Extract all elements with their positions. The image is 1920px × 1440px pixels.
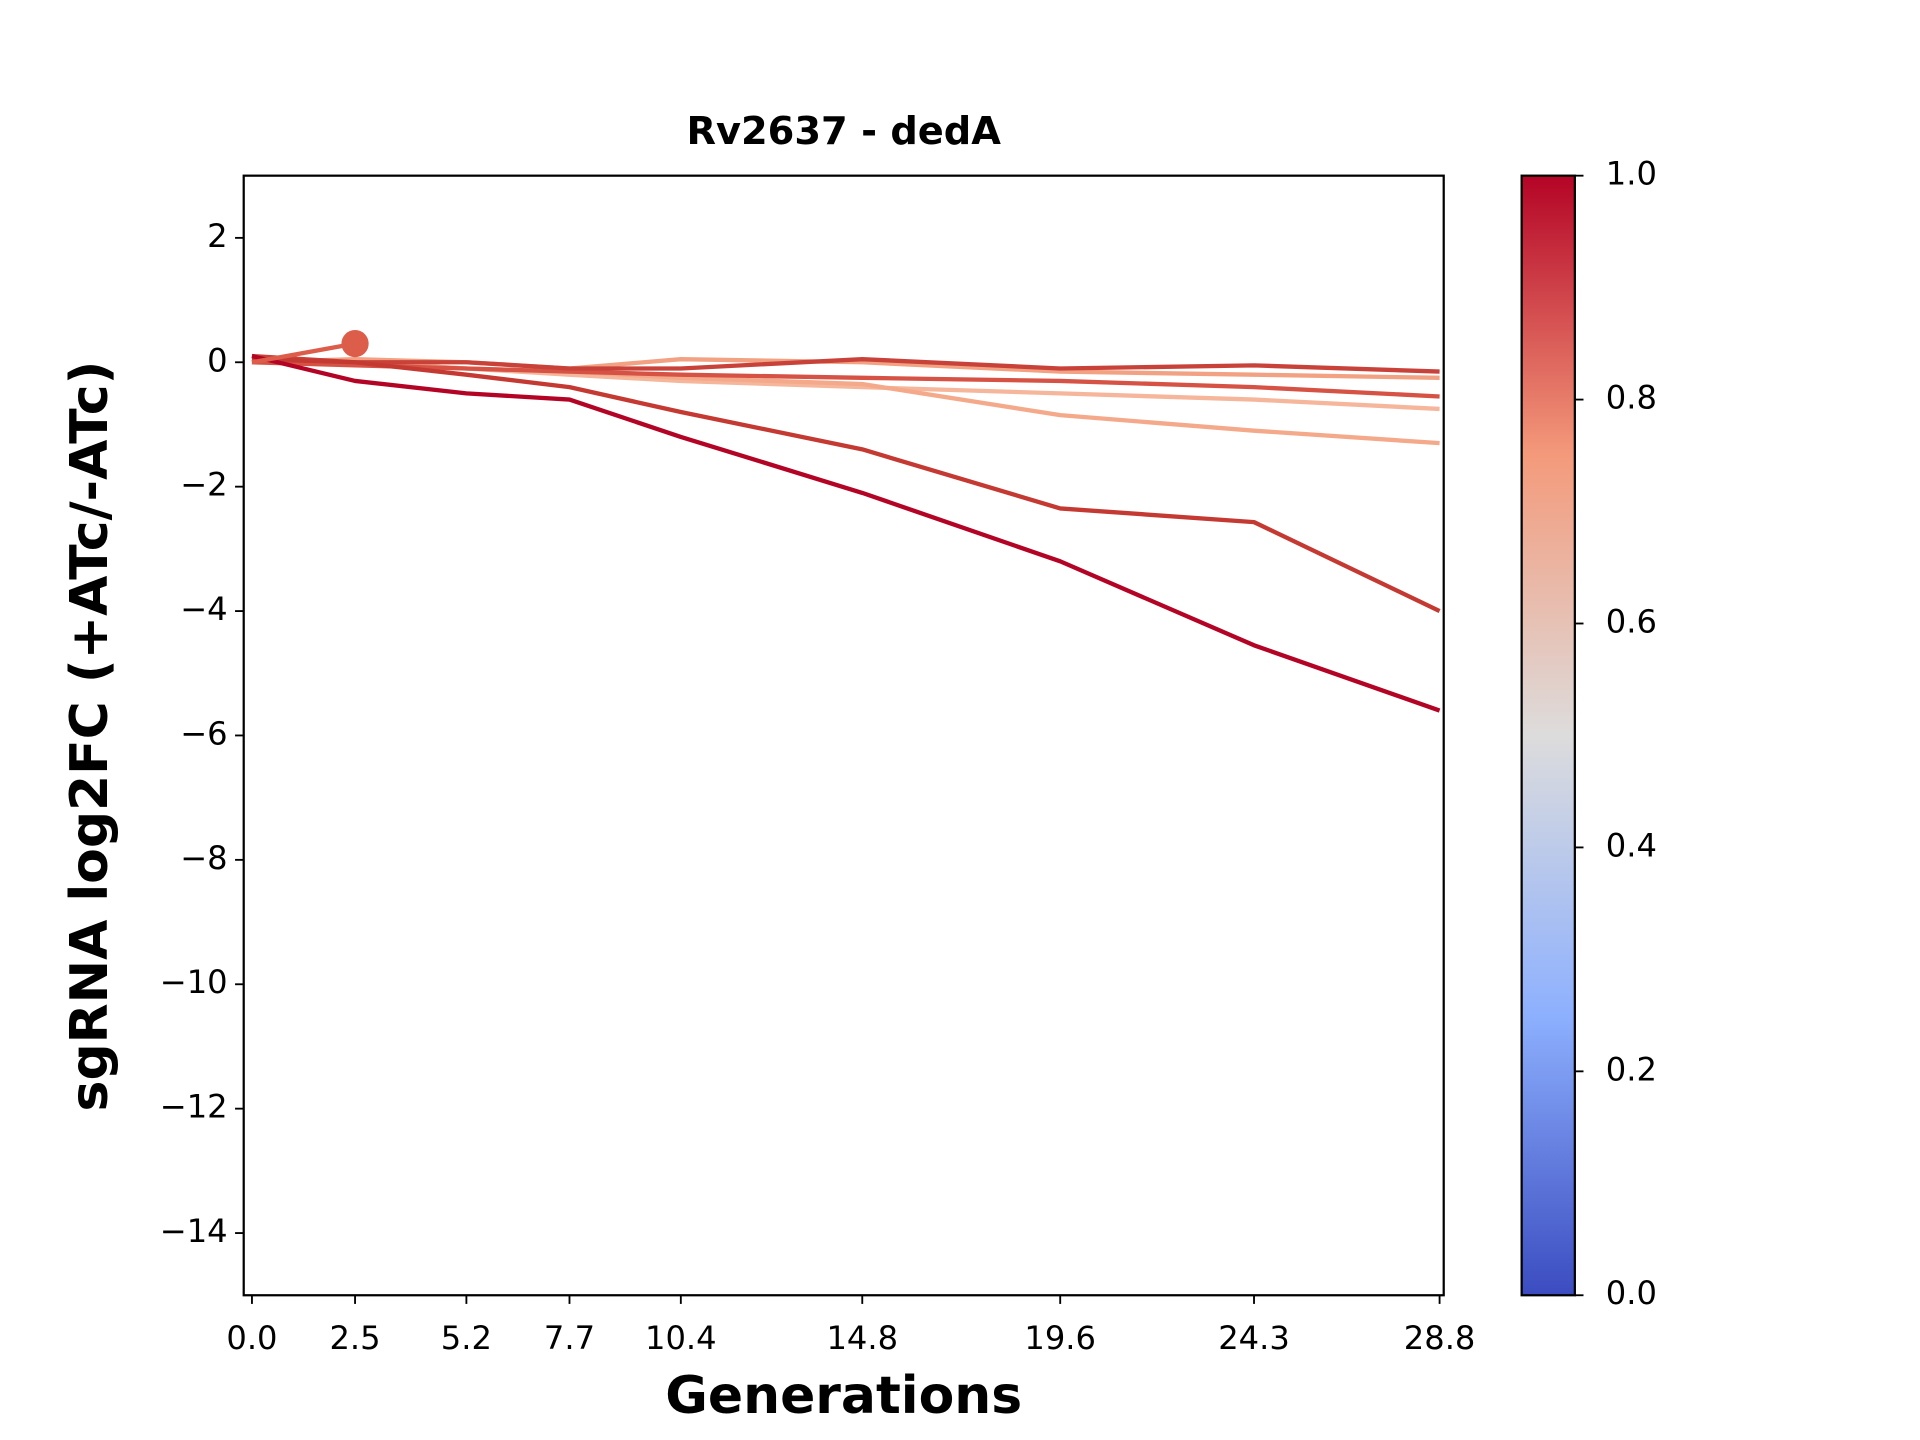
plot-frame xyxy=(242,174,1445,1297)
x-axis-label: Generations xyxy=(665,1366,1022,1426)
y-tick-label: −14 xyxy=(160,1212,228,1250)
x-tick-label: 7.7 xyxy=(544,1319,595,1357)
colorbar-tick-label: 0.2 xyxy=(1606,1050,1657,1088)
colorbar-tick-label: 0.8 xyxy=(1606,379,1657,417)
x-tick-label: 19.6 xyxy=(1024,1319,1096,1357)
x-tick-label: 28.8 xyxy=(1404,1319,1476,1357)
series-line xyxy=(251,353,1440,374)
x-tick-label: 2.5 xyxy=(329,1319,380,1357)
x-tick-label: 0.0 xyxy=(226,1319,277,1357)
x-tick-label: 5.2 xyxy=(441,1319,492,1357)
y-tick-label: 2 xyxy=(207,217,227,255)
colorbar xyxy=(1520,174,1576,1297)
x-tick-label: 10.4 xyxy=(645,1319,717,1357)
x-tick-label: 24.3 xyxy=(1218,1319,1290,1357)
x-tick-label: 14.8 xyxy=(826,1319,898,1357)
y-tick-label: −10 xyxy=(160,963,228,1001)
y-tick-label: −4 xyxy=(180,590,227,628)
colorbar-tick-label: 0.4 xyxy=(1606,826,1657,864)
point-marker xyxy=(341,330,369,358)
y-tick-label: 0 xyxy=(207,341,227,379)
series-line xyxy=(251,341,356,365)
y-axis-label: sgRNA log2FC (+ATc/-ATc) xyxy=(60,361,120,1112)
colorbar-tick-label: 0.6 xyxy=(1606,603,1657,641)
y-tick-label: −12 xyxy=(160,1088,228,1126)
y-tick-label: −8 xyxy=(180,839,227,877)
series-line xyxy=(251,353,1441,713)
colorbar-tick-label: 0.0 xyxy=(1606,1274,1657,1312)
series-line xyxy=(251,356,1441,614)
colorbar-tick-label: 1.0 xyxy=(1606,155,1657,193)
y-tick-label: −2 xyxy=(180,466,227,504)
chart-title: Rv2637 - dedA xyxy=(686,109,1001,154)
y-tick-label: −6 xyxy=(180,714,227,752)
